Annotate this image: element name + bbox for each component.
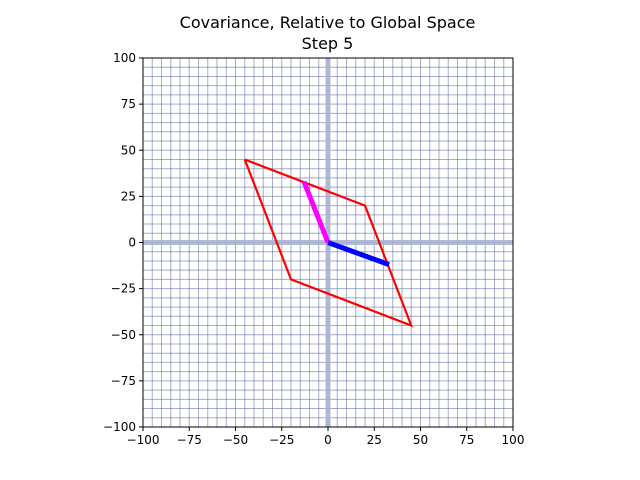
x-tick-label: 50 (413, 433, 428, 447)
chart-subtitle: Step 5 (302, 34, 354, 53)
y-tick-label: −100 (103, 420, 136, 434)
x-tick-label: −50 (223, 433, 248, 447)
covariance-parallelogram (243, 158, 414, 328)
y-tick-label: −75 (111, 374, 136, 388)
y-tick-label: 25 (121, 189, 136, 203)
y-tick-label: −25 (111, 282, 136, 296)
x-tick-label: −25 (269, 433, 294, 447)
data-series (243, 158, 414, 328)
x-tick-label: 75 (459, 433, 474, 447)
y-tick-label: 75 (121, 97, 136, 111)
axis-ticks: −100 −75 −50 −25 0 25 50 75 100 −100 −75 −50 −25 0 25 5… (103, 51, 524, 447)
basis-vector-2 (327, 240, 390, 267)
x-tick-label: −100 (127, 433, 160, 447)
x-tick-label: 0 (324, 433, 332, 447)
y-tick-label: 100 (113, 51, 136, 65)
basis-vector-1 (301, 180, 331, 244)
y-tick-label: 0 (128, 236, 136, 250)
y-tick-label: −50 (111, 328, 136, 342)
y-tick-label: 50 (121, 143, 136, 157)
x-tick-label: −75 (177, 433, 202, 447)
x-tick-label: 25 (367, 433, 382, 447)
chart-title: Covariance, Relative to Global Space (180, 13, 476, 32)
x-tick-label: 100 (502, 433, 525, 447)
